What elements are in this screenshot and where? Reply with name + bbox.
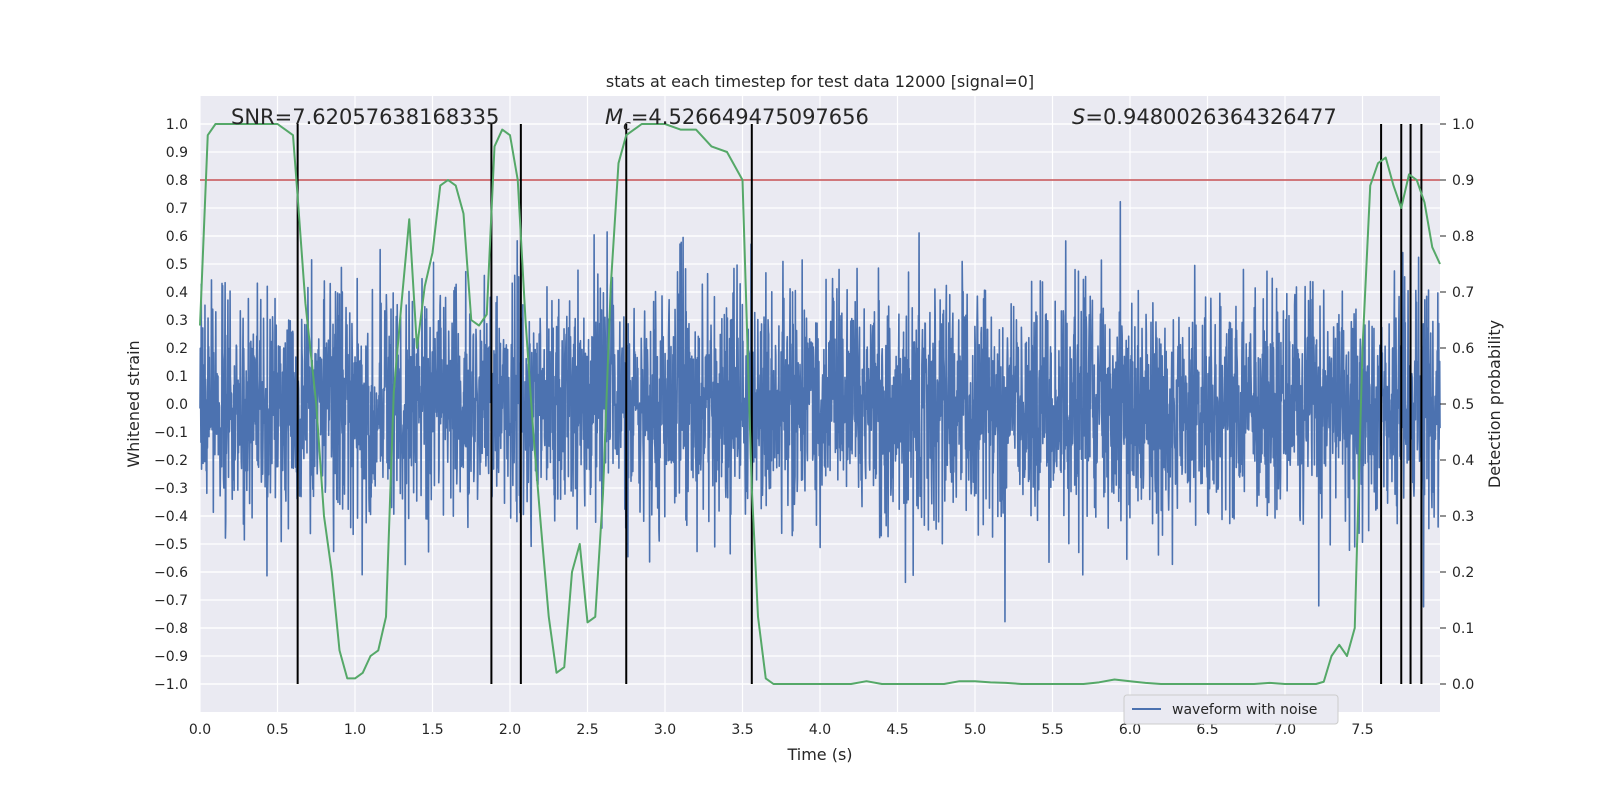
- y-tick-label: −0.3: [154, 481, 188, 497]
- y-tick-label: 0.5: [166, 257, 188, 273]
- x-tick-label: 6.5: [1196, 722, 1218, 738]
- y-tick-label: −1.0: [154, 677, 188, 693]
- y-axis-label: Whitened strain: [124, 340, 143, 467]
- x-tick-label: 6.0: [1119, 722, 1141, 738]
- chart-title: stats at each timestep for test data 120…: [606, 72, 1034, 91]
- y-tick-label: 0.4: [166, 285, 188, 301]
- y2-tick-label: 0.3: [1452, 509, 1474, 525]
- vertical-lines: [296, 124, 1423, 684]
- waveform-series: [199, 200, 1441, 623]
- annotation-s-symbol: S: [1072, 105, 1085, 129]
- y2-tick-label: 1.0: [1452, 117, 1474, 133]
- probability-layer: [199, 123, 1441, 685]
- x-tick-label: 3.5: [731, 722, 753, 738]
- x-tick-label: 7.0: [1274, 722, 1296, 738]
- y2-tick-label: 0.6: [1452, 341, 1474, 357]
- y-tick-label: 0.9: [166, 145, 188, 161]
- y-tick-label: 0.0: [166, 397, 188, 413]
- y2-tick-label: 0.7: [1452, 285, 1474, 301]
- y-tick-label: −0.2: [154, 453, 188, 469]
- annotation-s-value: =0.9480026364326477: [1085, 105, 1336, 129]
- y2-axis-label: Detection probability: [1485, 320, 1504, 488]
- legend-label: waveform with noise: [1172, 702, 1317, 718]
- x-tick-label: 2.5: [576, 722, 598, 738]
- annotation-s: S=0.9480026364326477: [1072, 105, 1337, 129]
- legend-box: [1123, 694, 1339, 725]
- y-tick-label: 0.3: [166, 313, 188, 329]
- x-tick-label: 5.0: [964, 722, 986, 738]
- legend: waveform with noise: [1123, 694, 1339, 725]
- waveform-line: [199, 200, 1441, 623]
- annotation-mc-subscript: c: [623, 118, 631, 134]
- x-tick-label: 1.5: [421, 722, 443, 738]
- x-tick-label: 5.5: [1041, 722, 1063, 738]
- y-tick-label: −0.4: [154, 509, 188, 525]
- x-tick-label: 4.0: [809, 722, 831, 738]
- y-tick-label: −0.9: [154, 649, 188, 665]
- y2-tick-label: 0.8: [1452, 229, 1474, 245]
- y-tick-label: 0.7: [166, 201, 188, 217]
- x-tick-label: 7.5: [1351, 722, 1373, 738]
- annotation-mc: Mc=4.526649475097656: [605, 105, 869, 134]
- y2-ticks: 1.0 0.9 0.8 0.7 0.6 0.5 0.4 0.3 0.2 0.1 0.0: [1440, 117, 1474, 693]
- y2-tick-label: 0.5: [1452, 397, 1474, 413]
- y-tick-label: −0.7: [154, 593, 188, 609]
- y-tick-label: 1.0: [166, 117, 188, 133]
- x-tick-label: 2.0: [499, 722, 521, 738]
- annotation-snr: SNR=7.62057638168335: [231, 105, 499, 129]
- probability-line: [199, 123, 1441, 685]
- x-ticks: 0.0 0.5 1.0 1.5 2.0 2.5 3.0 3.5 4.0 4.5 5.0 5.5 6.0 6…: [189, 722, 1374, 738]
- x-axis-label: Time (s): [786, 745, 852, 764]
- y-tick-label: −0.8: [154, 621, 188, 637]
- y-tick-label: 0.1: [166, 369, 188, 385]
- x-tick-label: 3.0: [654, 722, 676, 738]
- x-tick-label: 1.0: [344, 722, 366, 738]
- y2-tick-label: 0.1: [1452, 621, 1474, 637]
- y-tick-label: −0.6: [154, 565, 188, 581]
- x-tick-label: 4.5: [886, 722, 908, 738]
- y2-tick-label: 0.0: [1452, 677, 1474, 693]
- annotation-mc-value: =4.526649475097656: [631, 105, 869, 129]
- x-tick-label: 0.5: [266, 722, 288, 738]
- y-ticks: 1.0 0.9 0.8 0.7 0.6 0.5 0.4 0.3 0.2 0.1 0.0 −0.1 −0.…: [154, 117, 188, 693]
- y2-tick-label: 0.2: [1452, 565, 1474, 581]
- y-tick-label: 0.2: [166, 341, 188, 357]
- y-tick-label: 0.8: [166, 173, 188, 189]
- y-tick-label: −0.5: [154, 537, 188, 553]
- x-tick-label: 0.0: [189, 722, 211, 738]
- y-tick-label: 0.6: [166, 229, 188, 245]
- y-tick-label: −0.1: [154, 425, 188, 441]
- y2-tick-label: 0.9: [1452, 173, 1474, 189]
- y2-tick-label: 0.4: [1452, 453, 1474, 469]
- annotation-mc-symbol: M: [605, 105, 623, 129]
